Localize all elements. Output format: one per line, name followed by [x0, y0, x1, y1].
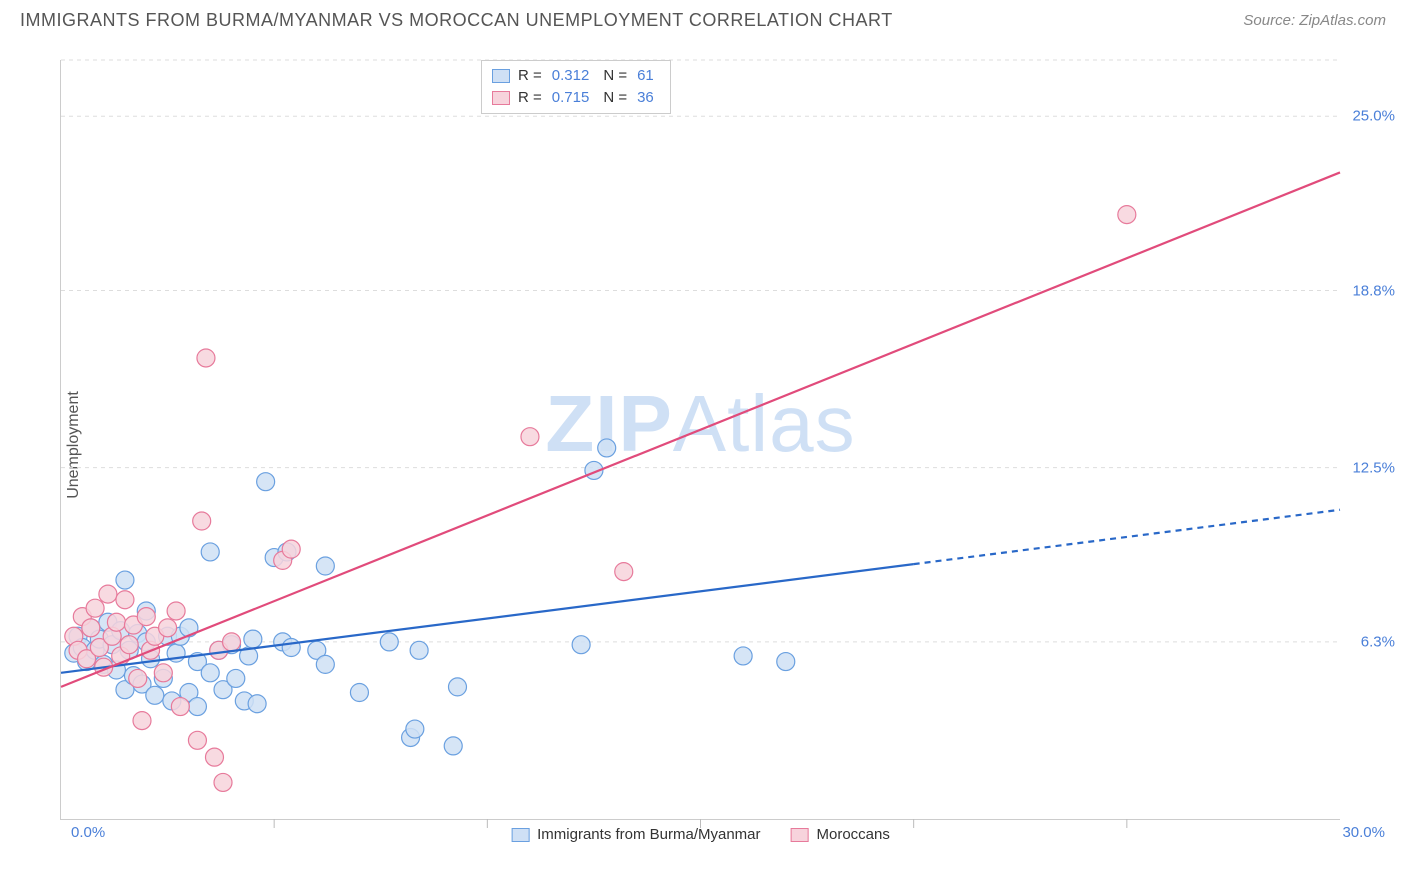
n-value: 61	[635, 65, 660, 87]
chart-title: IMMIGRANTS FROM BURMA/MYANMAR VS MOROCCA…	[20, 10, 893, 31]
legend-row-burma: R = 0.312 N = 61	[492, 65, 660, 87]
swatch-moroccans	[492, 91, 510, 105]
n-label: N =	[603, 65, 627, 87]
y-tick-label: 18.8%	[1352, 282, 1395, 299]
swatch-burma	[511, 828, 529, 842]
y-tick-label: 6.3%	[1361, 633, 1395, 650]
x-axis-min-label: 0.0%	[71, 824, 105, 841]
legend-label: Moroccans	[817, 826, 890, 843]
r-label: R =	[518, 65, 542, 87]
legend-item-burma: Immigrants from Burma/Myanmar	[511, 826, 760, 843]
series-legend: Immigrants from Burma/Myanmar Moroccans	[511, 826, 890, 843]
r-label: R =	[518, 87, 542, 109]
r-value: 0.715	[550, 87, 596, 109]
source-name: ZipAtlas.com	[1299, 12, 1386, 29]
y-tick-label: 12.5%	[1352, 459, 1395, 476]
correlation-legend: R = 0.312 N = 61 R = 0.715 N = 36	[481, 60, 671, 114]
legend-item-moroccans: Moroccans	[791, 826, 890, 843]
source-attribution: Source: ZipAtlas.com	[1243, 12, 1386, 29]
x-axis-max-label: 30.0%	[1342, 824, 1385, 841]
r-value: 0.312	[550, 65, 596, 87]
plot-svg	[61, 60, 1340, 819]
y-tick-label: 25.0%	[1352, 108, 1395, 125]
n-value: 36	[635, 87, 660, 109]
source-prefix: Source:	[1243, 12, 1299, 29]
swatch-moroccans	[791, 828, 809, 842]
plot-area: ZIPAtlas R = 0.312 N = 61 R = 0.715 N = …	[60, 60, 1340, 820]
legend-label: Immigrants from Burma/Myanmar	[537, 826, 760, 843]
chart-container: Unemployment ZIPAtlas R = 0.312 N = 61 R…	[50, 45, 1380, 845]
n-label: N =	[603, 87, 627, 109]
legend-row-moroccans: R = 0.715 N = 36	[492, 87, 660, 109]
swatch-burma	[492, 69, 510, 83]
